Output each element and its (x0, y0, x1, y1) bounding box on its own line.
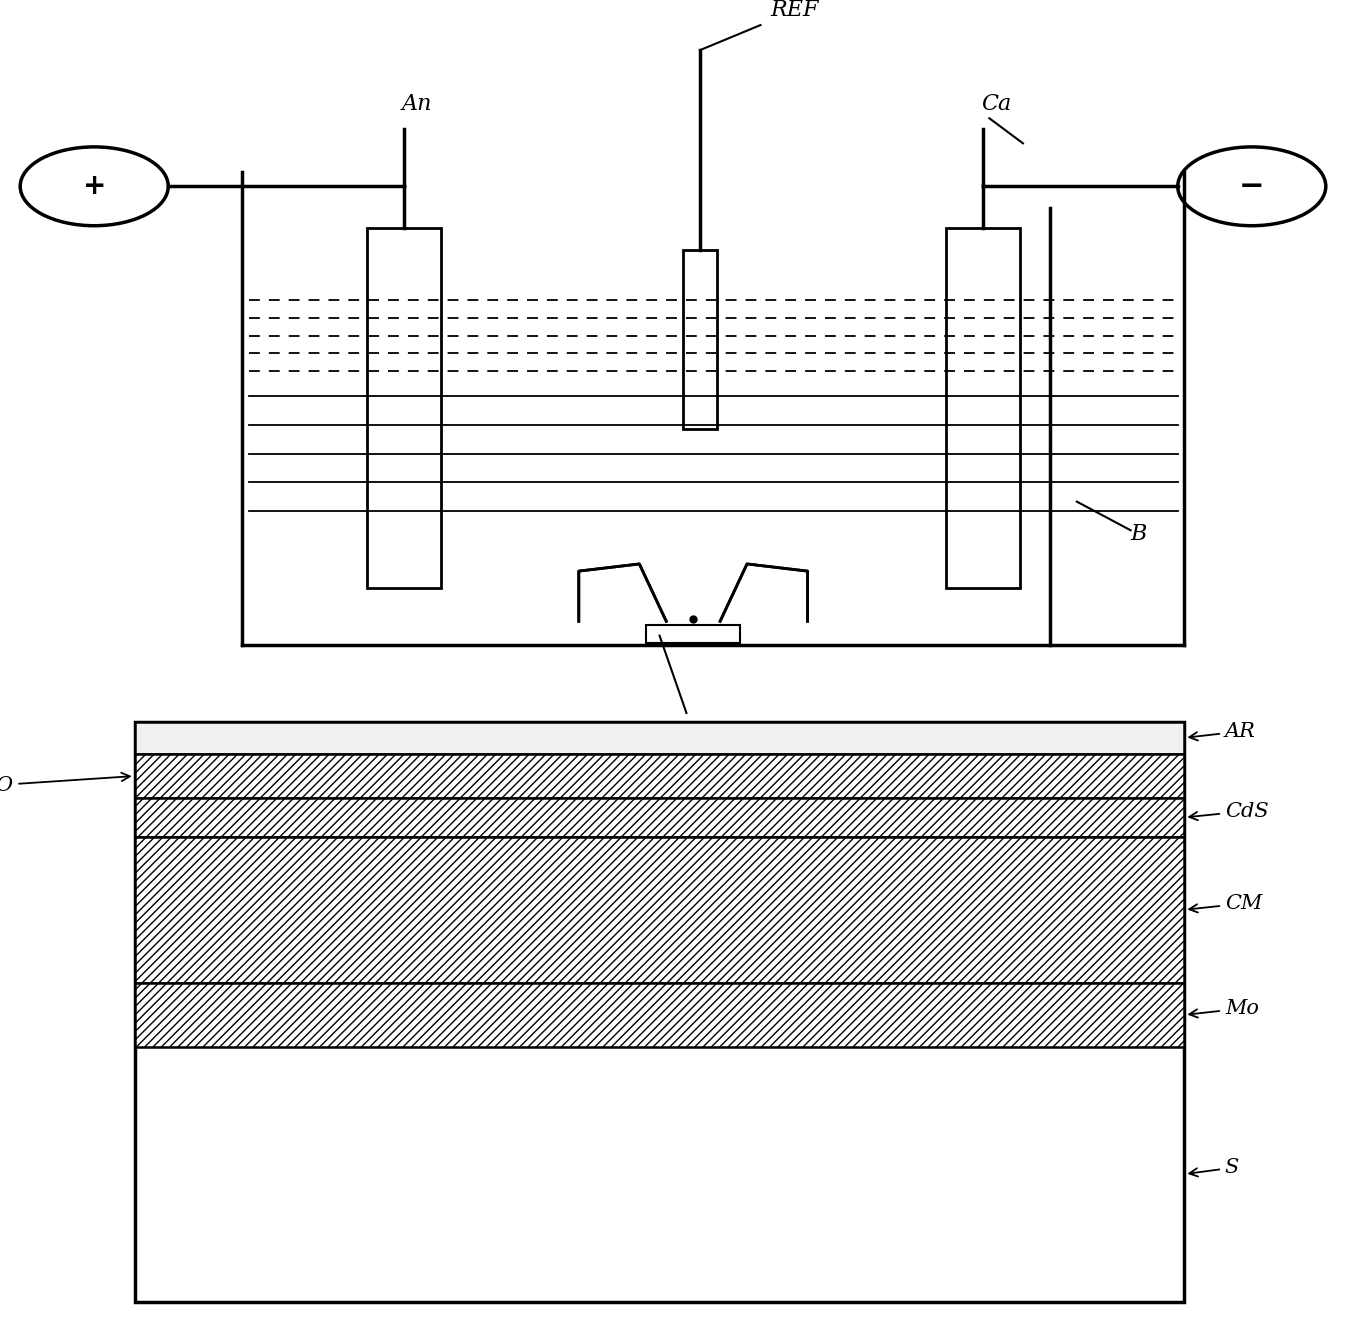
Bar (366, 228, 440, 588)
Bar (135, 722, 1184, 754)
Text: Mo: Mo (1190, 999, 1259, 1018)
Text: ZnO: ZnO (0, 772, 129, 795)
Bar (135, 754, 1184, 799)
Bar (135, 722, 1184, 1302)
Polygon shape (579, 564, 666, 621)
Text: CM: CM (1190, 894, 1263, 913)
Bar (135, 799, 1184, 836)
Text: M: M (696, 731, 717, 752)
Text: Ca: Ca (981, 93, 1011, 114)
Text: +: + (82, 173, 106, 200)
Text: REF: REF (770, 0, 818, 21)
Bar (646, 625, 740, 642)
Bar (682, 249, 716, 429)
Text: −: − (1240, 171, 1264, 200)
Text: An: An (402, 93, 432, 114)
Text: S: S (1190, 1158, 1240, 1177)
Text: CdS: CdS (1190, 802, 1268, 820)
Polygon shape (720, 564, 808, 621)
Bar (135, 836, 1184, 983)
Bar (945, 228, 1020, 588)
Bar (135, 983, 1184, 1047)
Text: B: B (1131, 523, 1147, 545)
Text: AR: AR (1190, 722, 1256, 740)
